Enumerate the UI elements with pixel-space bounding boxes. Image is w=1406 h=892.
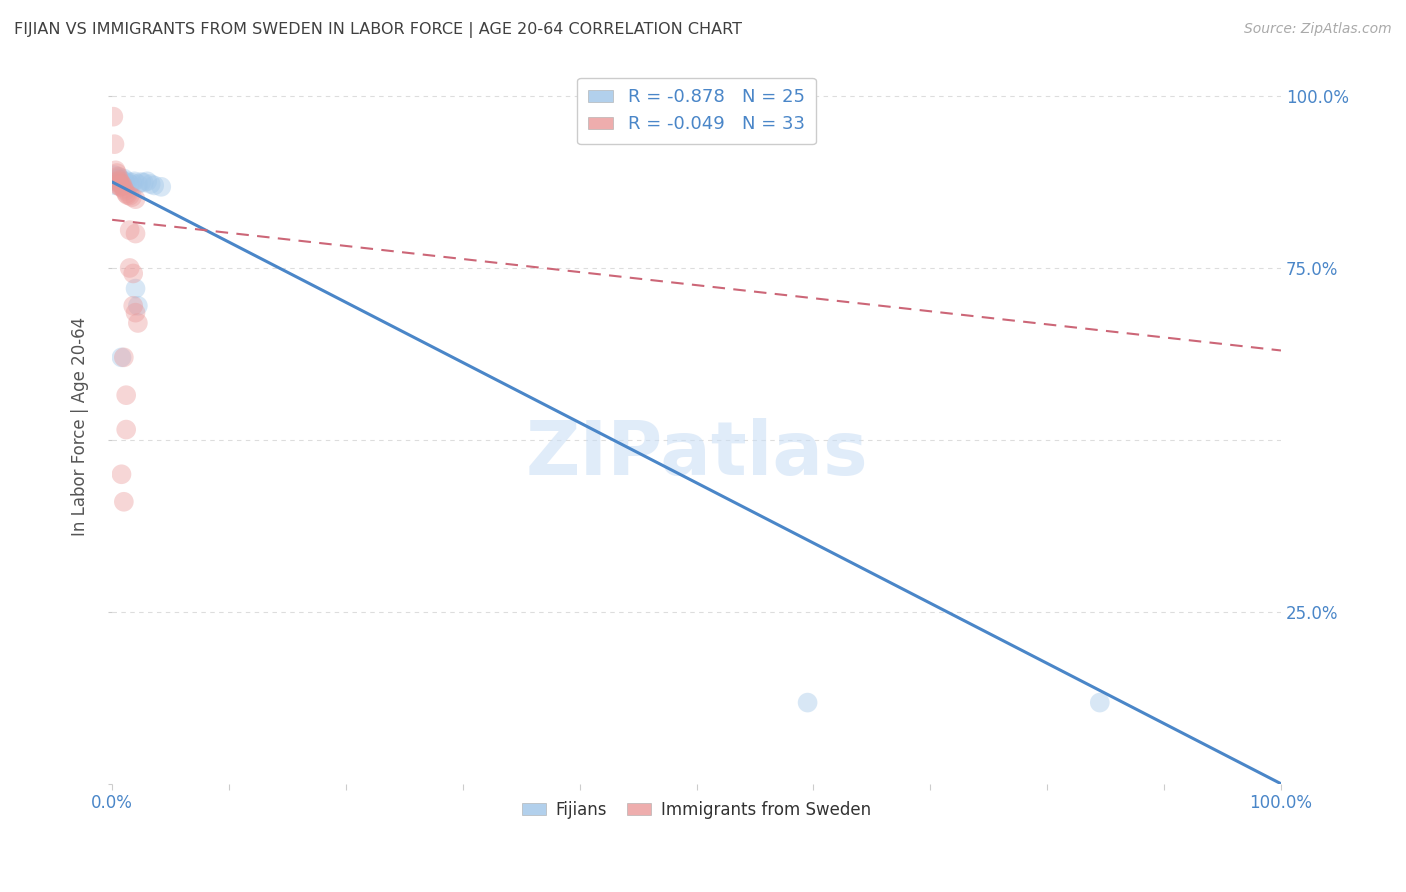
Point	[107, 171, 129, 186]
Point	[110, 175, 132, 189]
Point	[143, 178, 166, 193]
Point	[118, 188, 141, 202]
Point	[110, 179, 132, 194]
Point	[122, 267, 145, 281]
Point	[108, 170, 131, 185]
Text: ZIPatlas: ZIPatlas	[526, 418, 868, 491]
Point	[127, 299, 149, 313]
Point	[110, 351, 132, 365]
Point	[124, 174, 146, 188]
Point	[111, 178, 134, 193]
Point	[124, 192, 146, 206]
Point	[108, 177, 131, 191]
Point	[104, 178, 127, 193]
Point	[796, 696, 818, 710]
Point	[117, 188, 139, 202]
Point	[121, 190, 143, 204]
Point	[139, 177, 162, 191]
Point	[117, 174, 139, 188]
Point	[1088, 696, 1111, 710]
Point	[122, 299, 145, 313]
Point	[124, 227, 146, 241]
Point	[110, 467, 132, 482]
Point	[105, 175, 128, 189]
Point	[118, 223, 141, 237]
Point	[118, 260, 141, 275]
Point	[105, 166, 128, 180]
Text: Source: ZipAtlas.com: Source: ZipAtlas.com	[1244, 22, 1392, 37]
Point	[115, 388, 138, 402]
Point	[107, 178, 129, 193]
Point	[103, 137, 125, 152]
Point	[121, 176, 143, 190]
Point	[107, 169, 129, 184]
Point	[124, 282, 146, 296]
Point	[103, 168, 125, 182]
Point	[114, 175, 136, 189]
Point	[136, 174, 159, 188]
Y-axis label: In Labor Force | Age 20-64: In Labor Force | Age 20-64	[72, 317, 89, 536]
Point	[118, 177, 141, 191]
Point	[132, 176, 155, 190]
Point	[112, 495, 135, 509]
Point	[108, 173, 131, 187]
Point	[127, 177, 149, 191]
Legend: Fijians, Immigrants from Sweden: Fijians, Immigrants from Sweden	[516, 794, 877, 825]
Point	[110, 177, 132, 191]
Point	[150, 179, 173, 194]
Point	[107, 174, 129, 188]
Point	[124, 306, 146, 320]
Point	[110, 175, 132, 189]
Point	[110, 179, 132, 194]
Point	[131, 175, 153, 189]
Point	[127, 316, 149, 330]
Point	[115, 186, 138, 201]
Point	[103, 110, 125, 124]
Text: FIJIAN VS IMMIGRANTS FROM SWEDEN IN LABOR FORCE | AGE 20-64 CORRELATION CHART: FIJIAN VS IMMIGRANTS FROM SWEDEN IN LABO…	[14, 22, 742, 38]
Point	[112, 351, 135, 365]
Point	[110, 173, 132, 187]
Point	[112, 182, 135, 196]
Point	[114, 184, 136, 198]
Point	[115, 423, 138, 437]
Point	[112, 171, 135, 186]
Point	[104, 163, 127, 178]
